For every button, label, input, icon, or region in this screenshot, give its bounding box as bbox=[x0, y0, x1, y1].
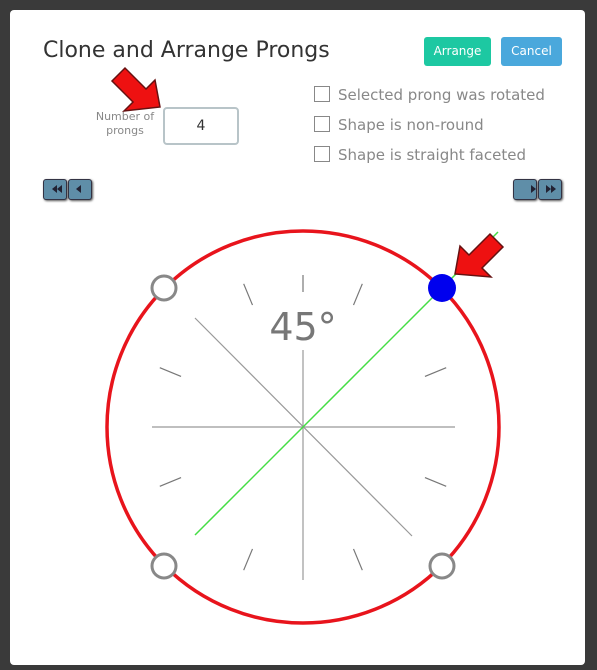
selected-prong-handle[interactable] bbox=[428, 274, 456, 302]
option[interactable]: Selected prong was rotated bbox=[314, 86, 545, 104]
guide-lines bbox=[152, 317, 455, 580]
dialog-title: Clone and Arrange Prongs bbox=[43, 38, 330, 63]
angle-label: 45° bbox=[269, 305, 336, 349]
tick bbox=[352, 283, 363, 306]
nav-icons bbox=[52, 185, 556, 193]
option-label: Shape is straight faceted bbox=[338, 146, 526, 164]
checkbox[interactable] bbox=[314, 116, 330, 132]
tick bbox=[159, 367, 182, 378]
option-label: Selected prong was rotated bbox=[338, 86, 545, 104]
checkbox[interactable] bbox=[314, 146, 330, 162]
prong-count-label: Number of prongs bbox=[95, 110, 155, 137]
tick bbox=[243, 283, 254, 306]
tick bbox=[424, 367, 447, 378]
ring bbox=[105, 229, 501, 625]
tick bbox=[243, 548, 254, 571]
cancel-button[interactable]: Cancel bbox=[501, 37, 562, 66]
prong-count-input[interactable]: 4 bbox=[163, 107, 239, 145]
option[interactable]: Shape is straight faceted bbox=[314, 146, 526, 164]
prong-handle[interactable] bbox=[150, 552, 178, 580]
tick bbox=[352, 548, 363, 571]
arrange-button[interactable]: Arrange bbox=[424, 37, 491, 66]
prong-handle[interactable] bbox=[428, 552, 456, 580]
ticks bbox=[159, 275, 447, 571]
dialog: Clone and Arrange Prongs Arrange Cancel … bbox=[10, 10, 585, 665]
tick bbox=[424, 476, 447, 487]
option-label: Shape is non-round bbox=[338, 116, 484, 134]
option[interactable]: Shape is non-round bbox=[314, 116, 484, 134]
prong-handle[interactable] bbox=[150, 274, 178, 302]
checkbox[interactable] bbox=[314, 86, 330, 102]
callout-arrows bbox=[110, 66, 505, 278]
angle-line bbox=[194, 231, 499, 536]
next-button[interactable] bbox=[513, 179, 537, 200]
tick bbox=[159, 476, 182, 487]
